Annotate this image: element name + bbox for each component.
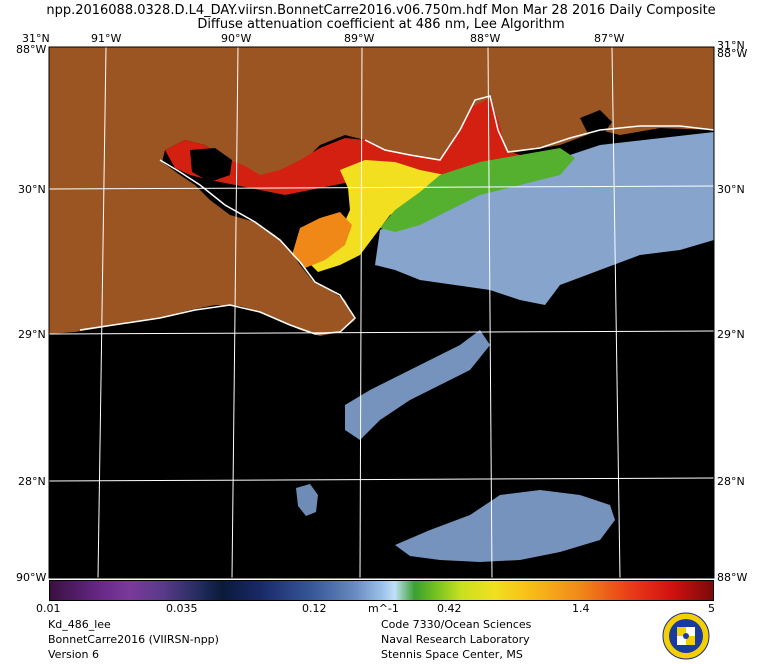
- footer-dataset: BonnetCarre2016 (VIIRSN-npp): [48, 633, 219, 646]
- corner-top-right-sub: 88°W: [717, 47, 748, 60]
- shelf-water-south: [395, 490, 615, 562]
- plume-yellow: [308, 160, 460, 272]
- footer-location: Stennis Space Center, MS: [381, 648, 523, 661]
- lake-pontchartrain: [190, 148, 232, 182]
- plume-red: [165, 98, 520, 195]
- lat-label-29n-left: 29°N: [18, 328, 46, 341]
- colorbar-tick-5: 5: [708, 602, 715, 615]
- footer-product: Kd_486_lee: [48, 618, 111, 631]
- colorbar-tick-0: 0.01: [36, 602, 61, 615]
- corner-bottom-right: 88°W: [717, 571, 748, 584]
- colorbar-tick-2: 0.12: [302, 602, 327, 615]
- colorbar-tick-3: 0.42: [437, 602, 462, 615]
- lat-label-30n-right: 30°N: [717, 183, 745, 196]
- map-frame: [48, 46, 715, 579]
- map-title: npp.2016088.0328.D.L4_DAY.viirsn.BonnetC…: [46, 3, 716, 18]
- lat-label-28n-left: 28°N: [18, 475, 46, 488]
- lat-label-29n-right: 29°N: [717, 328, 745, 341]
- plume-green: [380, 148, 575, 232]
- corner-top-left-sub: 88°W: [16, 43, 47, 56]
- footer-code: Code 7330/Ocean Sciences: [381, 618, 532, 631]
- corner-top-left: 31°N: [22, 32, 50, 45]
- lat-label-28n-right: 28°N: [717, 475, 745, 488]
- corner-top-right: 31°N: [717, 39, 745, 52]
- colorbar-tick-4: 1.4: [572, 602, 590, 615]
- lat-label-30n-left: 30°N: [18, 183, 46, 196]
- shelf-water-offshore: [345, 330, 490, 440]
- graticule: [49, 47, 714, 578]
- colorbar-tick-1: 0.035: [166, 602, 198, 615]
- footer-version: Version 6: [48, 648, 99, 661]
- map-subtitle: Diffuse attenuation coefficient at 486 n…: [197, 17, 565, 32]
- nrl-seal-icon: [662, 612, 710, 660]
- land-area: [49, 47, 714, 336]
- lon-label-89w: 89°W: [344, 32, 375, 45]
- shelf-water: [375, 132, 714, 305]
- footer-lab: Naval Research Laboratory: [381, 633, 530, 646]
- lon-label-87w: 87°W: [594, 32, 625, 45]
- lon-label-90w: 90°W: [221, 32, 252, 45]
- plume-orange: [292, 212, 352, 268]
- coastline-east: [364, 95, 714, 161]
- corner-bottom-left: 90°W: [16, 571, 47, 584]
- coastline: [79, 159, 356, 335]
- colorbar: [49, 580, 714, 601]
- shelf-water-patch: [296, 484, 318, 516]
- colorbar-unit: m^-1: [368, 602, 399, 615]
- lon-label-88w: 88°W: [470, 32, 501, 45]
- bay-dark: [580, 110, 612, 134]
- lon-label-91w: 91°W: [91, 32, 122, 45]
